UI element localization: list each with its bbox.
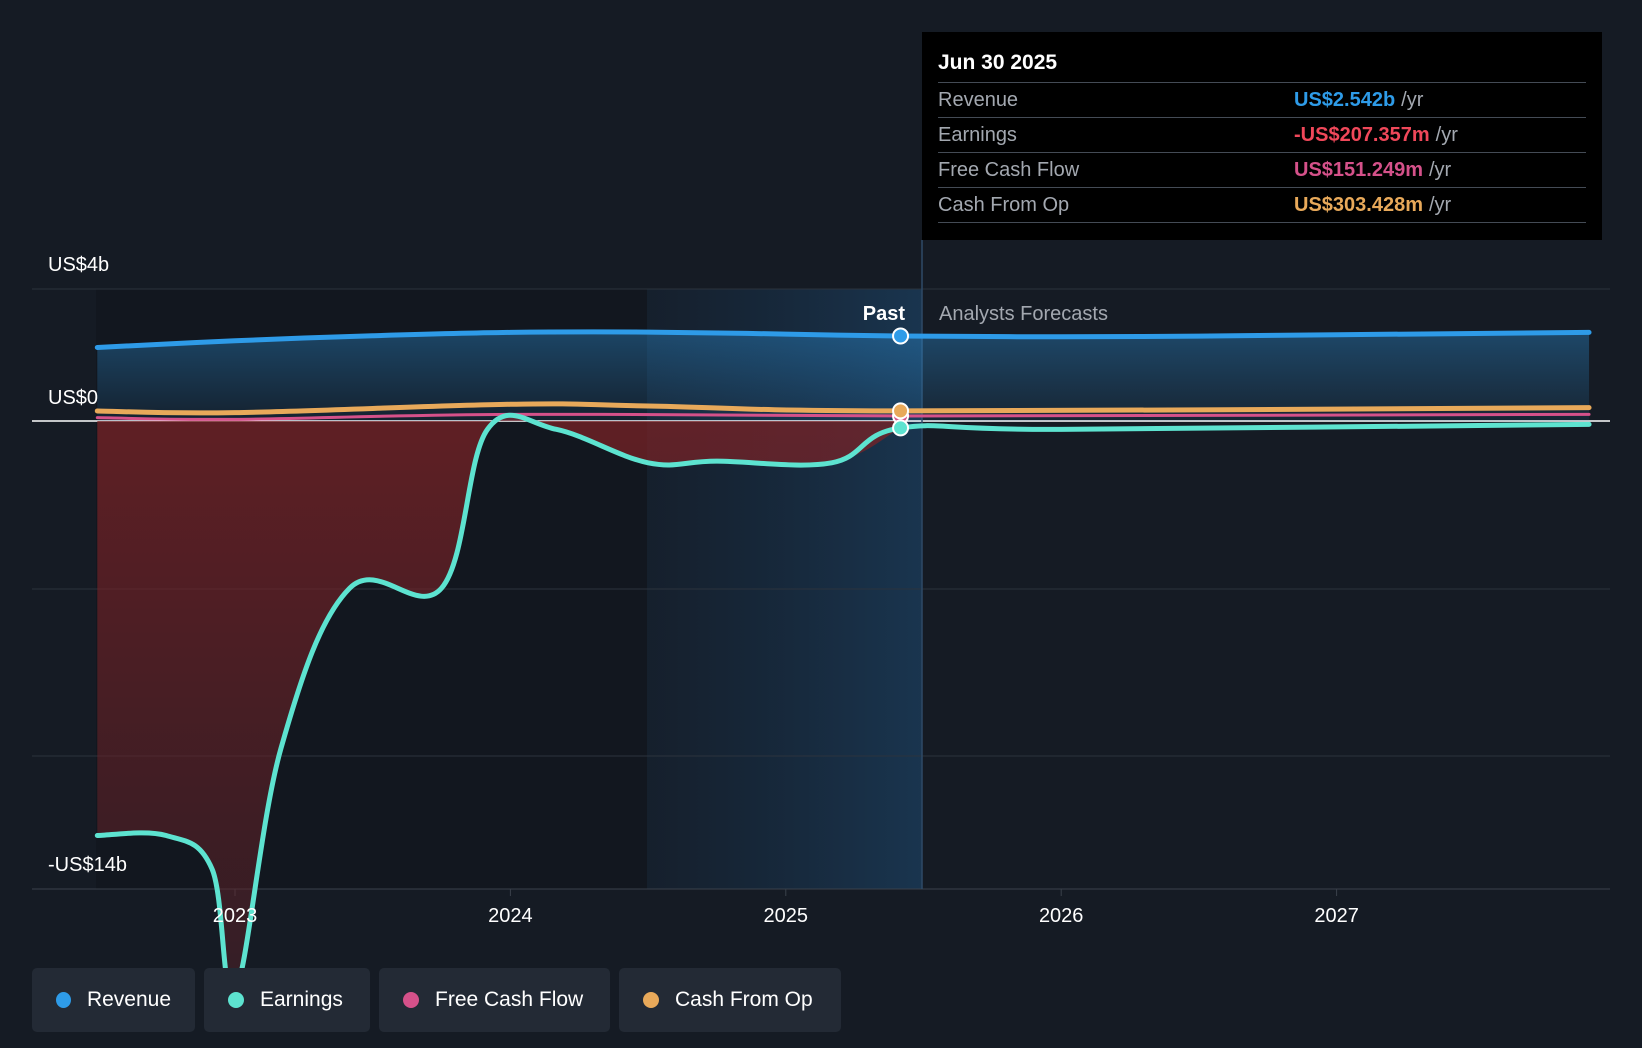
- tooltip-row-cash-from-op: Cash From Op US$303.428m/yr: [938, 188, 1586, 223]
- data-point-revenue: [892, 327, 910, 345]
- tooltip-value: US$2.542b/yr: [1294, 89, 1424, 111]
- data-point-earnings: [892, 419, 910, 437]
- y-axis-label: US$4b: [48, 254, 109, 276]
- past-label: Past: [863, 303, 906, 325]
- dot-icon: [643, 992, 659, 1008]
- dot-icon: [228, 992, 244, 1008]
- data-point-cash-from-op: [892, 402, 910, 420]
- tooltip-row-earnings: Earnings -US$207.357m/yr: [938, 118, 1586, 153]
- revenue-area: [97, 331, 1590, 421]
- tooltip-panel: Jun 30 2025 Revenue US$2.542b/yr Earning…: [922, 32, 1602, 240]
- tooltip-row-free-cash-flow: Free Cash Flow US$151.249m/yr: [938, 153, 1586, 188]
- legend-label: Cash From Op: [675, 988, 813, 1011]
- tooltip-value: US$303.428m/yr: [1294, 194, 1452, 216]
- x-tick-label: 2024: [488, 905, 533, 927]
- tooltip-label: Cash From Op: [938, 194, 1070, 216]
- series-line-revenue: [94, 329, 1592, 350]
- legend-item-revenue[interactable]: Revenue: [32, 968, 195, 1032]
- tooltip-date: Jun 30 2025: [938, 48, 1586, 83]
- tooltip-row-revenue: Revenue US$2.542b/yr: [938, 83, 1586, 118]
- earnings-area: [97, 415, 901, 996]
- tooltip-label: Revenue: [938, 89, 1019, 111]
- legend-item-earnings[interactable]: Earnings: [204, 968, 370, 1032]
- dot-icon: [56, 992, 71, 1008]
- series-line-cash-from-op: [94, 401, 1592, 416]
- legend: Revenue Earnings Free Cash Flow Cash Fro…: [32, 968, 841, 1032]
- tooltip-value: -US$207.357m/yr: [1294, 124, 1458, 146]
- x-tick-label: 2027: [1314, 905, 1359, 927]
- x-tick-label: 2023: [213, 905, 258, 927]
- legend-label: Earnings: [260, 988, 343, 1011]
- tooltip-label: Free Cash Flow: [938, 159, 1080, 181]
- legend-label: Revenue: [86, 988, 171, 1011]
- y-axis-label: -US$14b: [48, 854, 127, 876]
- tooltip-label: Earnings: [938, 124, 1017, 146]
- series-line-free-cash-flow: [95, 412, 1591, 421]
- y-axis-label: US$0: [48, 387, 98, 409]
- x-tick-label: 2026: [1039, 905, 1084, 927]
- dot-icon: [403, 992, 419, 1008]
- legend-item-free-cash-flow[interactable]: Free Cash Flow: [379, 968, 610, 1032]
- x-tick-label: 2025: [764, 905, 809, 927]
- legend-label: Free Cash Flow: [435, 988, 584, 1011]
- legend-item-cash-from-op[interactable]: Cash From Op: [619, 968, 841, 1032]
- tooltip-value: US$151.249m/yr: [1294, 159, 1452, 181]
- forecast-label: Analysts Forecasts: [939, 303, 1108, 325]
